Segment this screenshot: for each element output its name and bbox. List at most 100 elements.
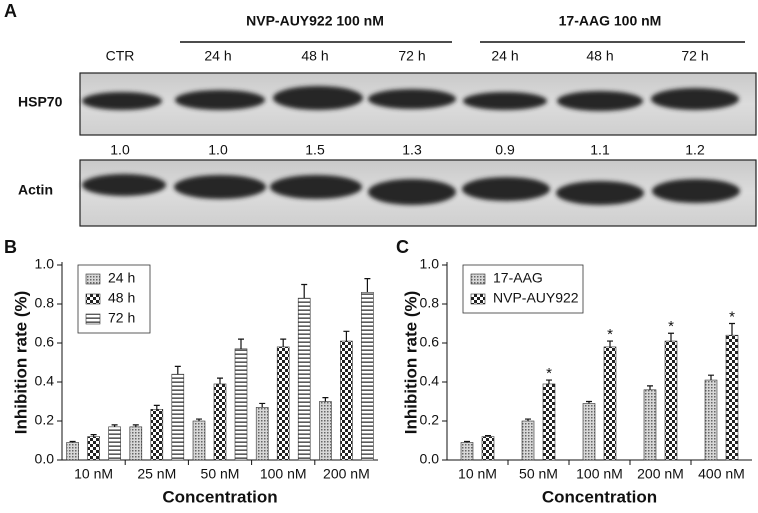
panel-label: C [396, 237, 409, 257]
bar [643, 389, 657, 461]
ratio-label: 1.3 [402, 142, 422, 158]
error-bar [280, 338, 287, 347]
band [368, 179, 456, 205]
legend-label: 17-AAG [493, 270, 543, 286]
x-tick-label: 10 nM [458, 466, 497, 482]
lane-label: 72 h [398, 48, 425, 64]
error-bar [196, 418, 202, 421]
y-tick-label: 0.8 [420, 295, 440, 311]
error-bar [174, 365, 181, 375]
legend-swatch [85, 293, 101, 305]
ratio-label: 1.5 [305, 142, 325, 158]
ratio-label: 1.2 [685, 142, 705, 158]
y-axis-label: Inhibition rate (%) [401, 291, 420, 435]
group-label: 17-AAG 100 nM [559, 13, 662, 29]
error-bar [153, 404, 160, 410]
error-bar [729, 322, 735, 336]
bar [129, 426, 143, 461]
lane-label: 48 h [301, 48, 328, 64]
x-tick-label: 50 nM [201, 466, 240, 482]
ratio-label: 1.0 [208, 142, 228, 158]
y-axis-label: Inhibition rate (%) [11, 291, 30, 435]
legend-swatch [85, 273, 101, 285]
y-tick-label: 0.4 [35, 373, 55, 389]
lane-label: 48 h [586, 48, 613, 64]
bar [66, 442, 79, 461]
y-tick-label: 0.2 [35, 412, 55, 428]
error-bar [132, 424, 139, 427]
significance: * [546, 365, 552, 382]
bar [542, 383, 556, 461]
lane-label: 72 h [681, 48, 708, 64]
error-bar [647, 385, 653, 390]
error-bar [259, 402, 266, 408]
bar [521, 420, 535, 461]
legend-swatch [85, 313, 101, 325]
x-axis-label: Concentration [162, 487, 277, 506]
lane-label: 24 h [204, 48, 231, 64]
panel-label: A [4, 1, 17, 21]
legend-swatch [470, 293, 486, 305]
chart: 0.0 0.2 0.4 0.6 0.8 1.0 10 nM 50 nM * 100 nM * 200 … [401, 256, 752, 506]
bar [361, 291, 374, 461]
lane-label: 24 h [491, 48, 518, 64]
lane-label: CTR [106, 48, 135, 64]
error-bar [301, 283, 308, 299]
error-bar [322, 397, 329, 402]
y-tick-label: 0.4 [420, 373, 440, 389]
error-bar [69, 440, 76, 443]
x-tick-label: 25 nM [137, 466, 176, 482]
row-label: HSP70 [18, 94, 63, 110]
bar [171, 373, 185, 461]
chart: 0.0 0.2 0.4 0.6 0.8 1.0 10 nM 25 nM 50 nM 100 nM 2… [11, 256, 378, 506]
error-bar [238, 338, 244, 349]
ratio-label: 1.0 [110, 142, 130, 158]
y-tick-label: 1.0 [420, 256, 440, 272]
x-tick-label: 200 nM [323, 466, 370, 482]
x-tick-label: 200 nM [637, 466, 684, 482]
ratio-label: 0.9 [495, 142, 515, 158]
bar [213, 383, 227, 461]
error-bar [708, 374, 714, 381]
significance: * [668, 318, 674, 335]
bar [664, 340, 678, 461]
bar [192, 420, 206, 461]
x-tick-label: 50 nM [519, 466, 558, 482]
bar [460, 442, 474, 461]
bar [340, 340, 353, 461]
bar [150, 408, 164, 461]
error-bar [464, 440, 470, 443]
error-bar [364, 278, 371, 293]
bar [582, 403, 596, 461]
bar [276, 346, 290, 461]
error-bar [525, 418, 531, 421]
band [556, 181, 644, 205]
bar [297, 297, 311, 461]
bar [725, 334, 739, 461]
y-tick-label: 1.0 [35, 256, 55, 272]
legend-label: NVP-AUY922 [493, 290, 579, 306]
error-bar [217, 377, 223, 384]
band [174, 175, 266, 199]
error-bar [607, 340, 613, 347]
y-tick-label: 0.8 [35, 295, 55, 311]
band [82, 92, 162, 110]
band [270, 175, 362, 199]
y-tick-label: 0.2 [420, 412, 440, 428]
lane-labels: CTR 24 h 48 h 72 h 24 h 48 h 72 h [106, 48, 709, 64]
error-bar [586, 400, 592, 404]
band [557, 91, 643, 111]
error-bar [111, 424, 118, 427]
legend-label: 72 h [108, 310, 135, 326]
error-bar [546, 379, 552, 384]
error-bar [90, 434, 97, 437]
panel-label: B [4, 237, 17, 257]
legend-box [462, 264, 584, 314]
band [175, 90, 265, 110]
band [652, 179, 740, 203]
x-tick-label: 100 nM [576, 466, 623, 482]
band [273, 86, 363, 110]
band [82, 174, 166, 196]
x-tick-label: 10 nM [74, 466, 113, 482]
